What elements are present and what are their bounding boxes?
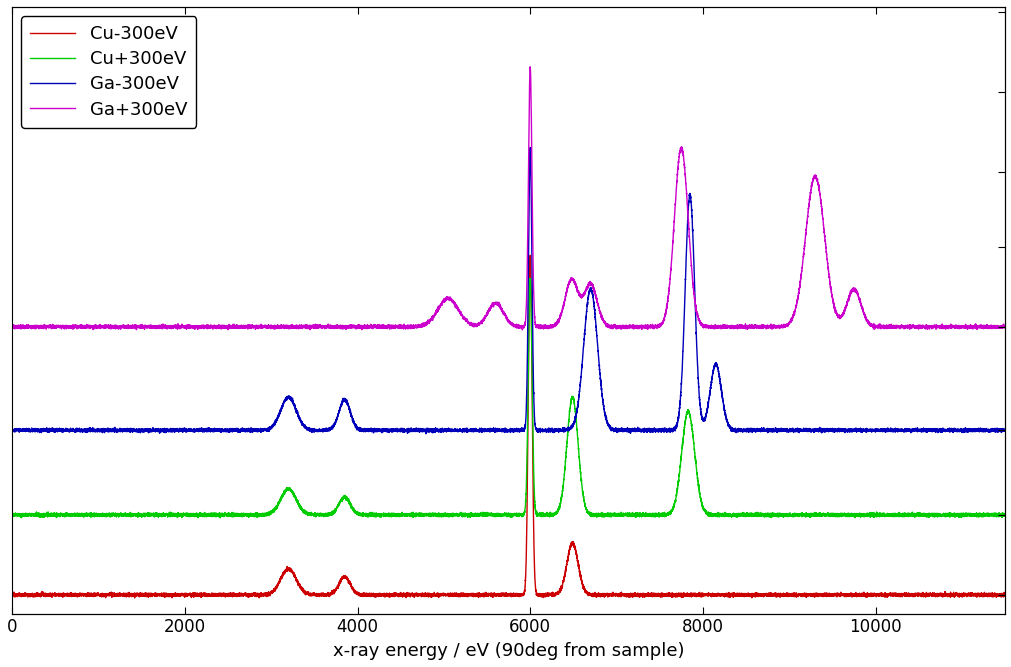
Ga-300eV <box>998 426 1010 434</box>
Ga-300eV <box>420 430 432 438</box>
Cu-300eV <box>128 594 141 602</box>
Cu+300eV <box>153 513 165 521</box>
Cu-300eV <box>464 590 476 598</box>
Ga+300eV <box>524 63 536 71</box>
Cu+300eV <box>6 512 18 520</box>
Cu-300eV <box>6 591 18 599</box>
Cu-300eV <box>137 592 150 600</box>
Legend: Cu-300eV, Cu+300eV, Ga-300eV, Ga+300eV: Cu-300eV, Cu+300eV, Ga-300eV, Ga+300eV <box>21 16 196 127</box>
Cu-300eV <box>457 591 469 599</box>
Ga-300eV <box>915 426 927 434</box>
Cu+300eV <box>137 510 150 518</box>
Cu-300eV <box>348 586 360 594</box>
Cu+300eV <box>457 510 469 518</box>
Cu-300eV <box>524 251 536 259</box>
Ga-300eV <box>524 143 536 151</box>
Ga-300eV <box>464 425 476 433</box>
Line: Cu+300eV: Cu+300eV <box>12 278 1004 518</box>
Ga+300eV <box>137 322 150 330</box>
X-axis label: x-ray energy / eV (90deg from sample): x-ray energy / eV (90deg from sample) <box>333 642 683 660</box>
Ga+300eV <box>153 323 165 331</box>
Ga+300eV <box>464 320 476 328</box>
Line: Ga+300eV: Ga+300eV <box>12 67 1004 330</box>
Ga+300eV <box>516 326 528 334</box>
Cu-300eV <box>915 592 927 600</box>
Ga-300eV <box>457 426 469 434</box>
Line: Ga-300eV: Ga-300eV <box>12 147 1004 434</box>
Ga-300eV <box>153 427 165 435</box>
Ga+300eV <box>998 323 1010 331</box>
Cu+300eV <box>915 510 927 518</box>
Cu-300eV <box>998 591 1010 599</box>
Ga-300eV <box>6 426 18 434</box>
Cu+300eV <box>524 274 536 282</box>
Ga-300eV <box>137 425 150 433</box>
Cu+300eV <box>348 506 360 514</box>
Ga+300eV <box>457 313 469 321</box>
Ga+300eV <box>915 323 927 331</box>
Cu+300eV <box>213 514 225 522</box>
Cu+300eV <box>464 512 476 520</box>
Ga+300eV <box>348 322 360 330</box>
Ga-300eV <box>348 418 360 426</box>
Cu-300eV <box>153 590 165 598</box>
Ga+300eV <box>6 321 18 329</box>
Cu+300eV <box>998 510 1010 518</box>
Line: Cu-300eV: Cu-300eV <box>12 255 1004 598</box>
